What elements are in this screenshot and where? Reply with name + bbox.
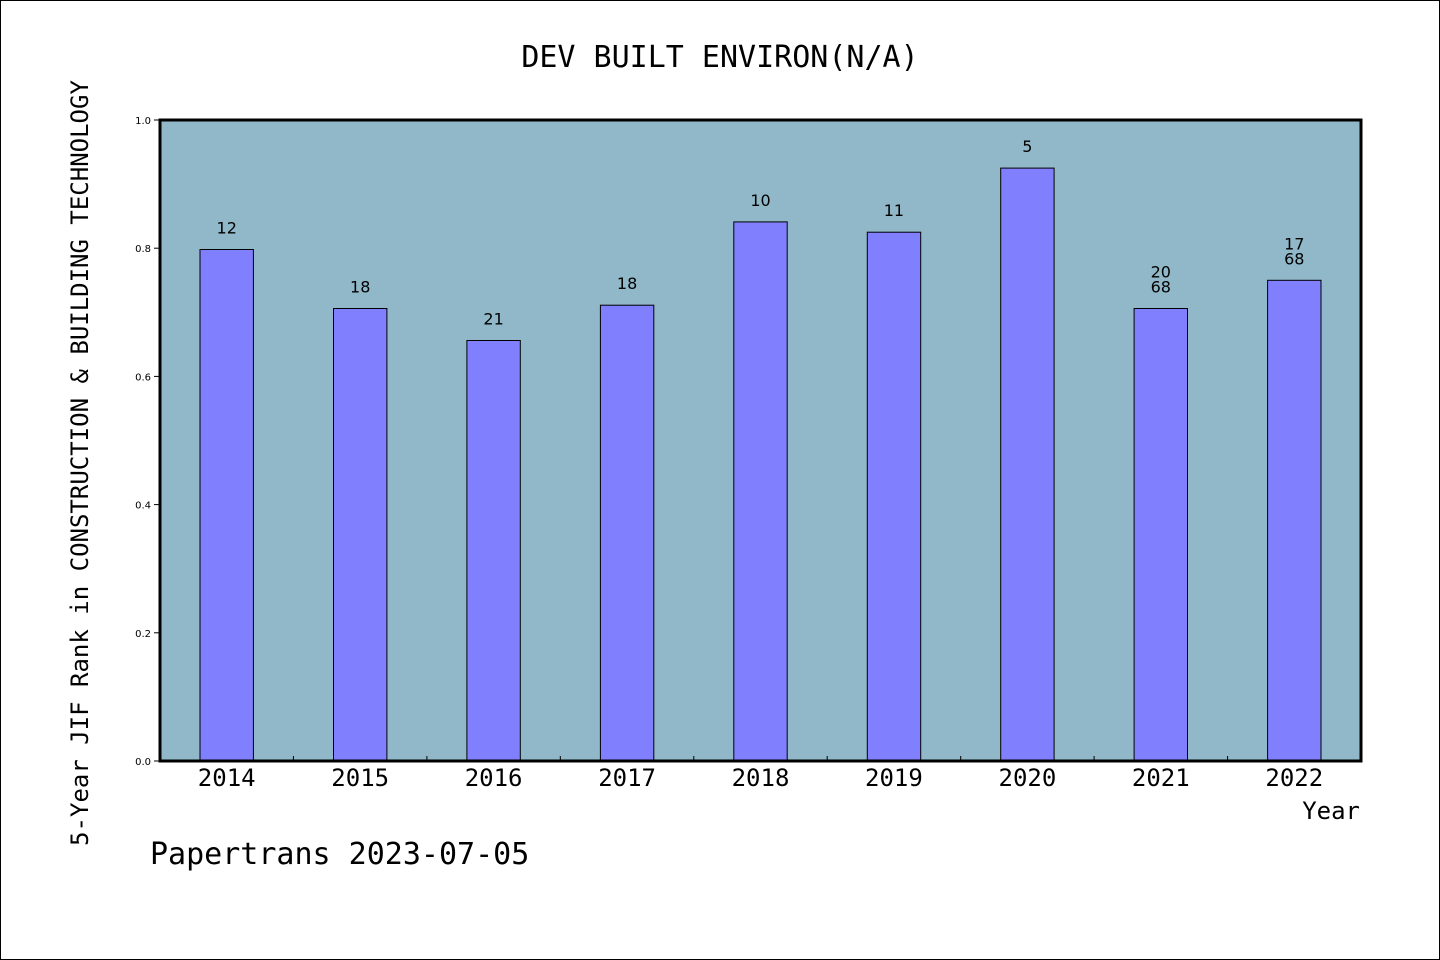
y-tick-label: 0.6 — [135, 372, 151, 383]
bar-rank-label: 5 — [1022, 137, 1032, 156]
bar-2016 — [466, 340, 521, 762]
bar-rank-label: 10 — [750, 191, 770, 210]
plot-border — [158, 118, 1363, 763]
bar-2018 — [733, 221, 788, 762]
x-tick-label: 2017 — [598, 764, 656, 792]
bar-rank-label: 17 — [1284, 234, 1304, 253]
bar-rank-label: 11 — [884, 201, 904, 220]
bar-2014 — [199, 249, 254, 762]
bar-2015 — [333, 308, 388, 762]
bar-2017 — [599, 304, 655, 762]
bar-2019 — [866, 231, 922, 762]
y-tick-label: 0.4 — [135, 501, 151, 512]
x-tick-label: 2021 — [1132, 764, 1190, 792]
x-axis-label: Year — [1302, 797, 1360, 825]
x-tick-label: 2014 — [198, 764, 256, 792]
bar-2021 — [1133, 308, 1188, 762]
x-tick-label: 2016 — [465, 764, 523, 792]
y-axis-label: 5-Year JIF Rank in CONSTRUCTION & BUILDI… — [66, 80, 94, 846]
bar-rank-label: 18 — [350, 278, 370, 297]
bar-rank-label: 68 — [1151, 278, 1171, 297]
y-tick-label: 1.0 — [135, 116, 151, 127]
bar-rank-label: 68 — [1284, 249, 1304, 268]
bar-rank-label: 20 — [1151, 263, 1171, 282]
bar-rank-label: 12 — [217, 219, 237, 238]
x-tick-label: 2022 — [1265, 764, 1323, 792]
bar-rank-label: 18 — [617, 274, 637, 293]
y-tick-label: 0.0 — [135, 757, 151, 768]
x-tick-label: 2015 — [331, 764, 389, 792]
bar-2022 — [1267, 279, 1322, 762]
bar-2020 — [1000, 167, 1055, 762]
bar-rank-label: 21 — [483, 310, 503, 329]
x-tick-label: 2019 — [865, 764, 923, 792]
y-tick-label: 0.2 — [135, 629, 151, 640]
chart-title: DEV BUILT ENVIRON(N/A) — [521, 40, 918, 75]
x-tick-label: 2018 — [732, 764, 790, 792]
y-tick-label: 0.8 — [135, 244, 151, 255]
x-tick-label: 2020 — [999, 764, 1057, 792]
credit-text: Papertrans 2023-07-05 — [150, 837, 529, 872]
